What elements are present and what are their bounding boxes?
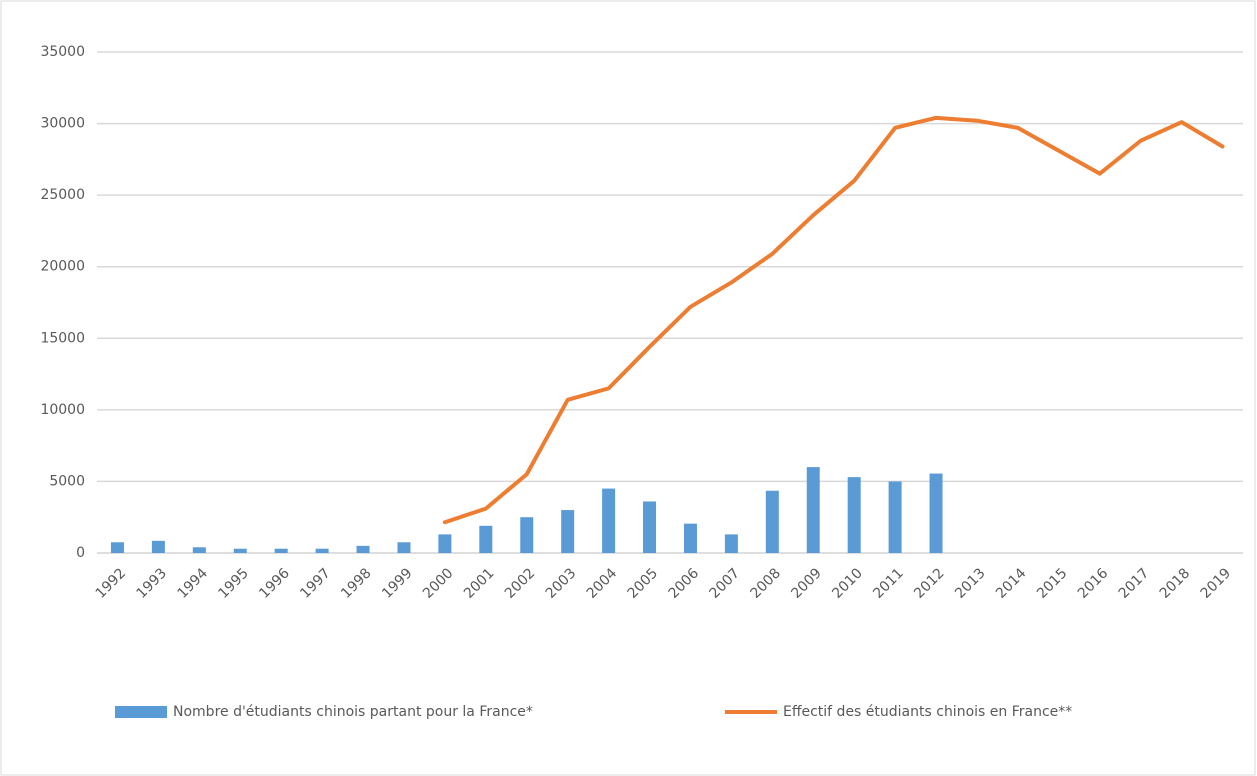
y-tick-label: 35000: [40, 44, 85, 60]
bar: [233, 548, 247, 553]
y-tick-label: 10000: [40, 402, 85, 418]
legend-label: Effectif des étudiants chinois en France…: [783, 704, 1072, 720]
y-tick-label: 5000: [49, 473, 85, 489]
bar: [151, 540, 165, 553]
bar: [520, 517, 534, 553]
bar: [438, 534, 452, 553]
bar: [561, 510, 575, 553]
y-tick-label: 30000: [40, 116, 85, 132]
bar: [192, 547, 206, 553]
bar: [847, 477, 861, 553]
bar: [356, 545, 370, 553]
y-tick-label: 15000: [40, 330, 85, 346]
bar: [397, 542, 411, 553]
bar: [929, 473, 943, 553]
y-tick-label: 25000: [40, 187, 85, 203]
bar: [683, 523, 697, 553]
bar: [110, 542, 124, 553]
bar: [724, 534, 738, 553]
y-tick-label: 20000: [40, 259, 85, 275]
bar: [479, 525, 493, 553]
y-tick-label: 0: [76, 545, 85, 561]
bar: [643, 501, 657, 553]
legend-swatch: [115, 706, 167, 718]
bar: [765, 490, 779, 553]
bar: [888, 481, 902, 553]
line: [442, 115, 1225, 525]
bar: [315, 548, 329, 553]
bar: [602, 488, 616, 553]
legend-label: Nombre d'étudiants chinois partant pour …: [173, 704, 533, 720]
bar: [274, 548, 288, 553]
bar: [806, 467, 820, 553]
